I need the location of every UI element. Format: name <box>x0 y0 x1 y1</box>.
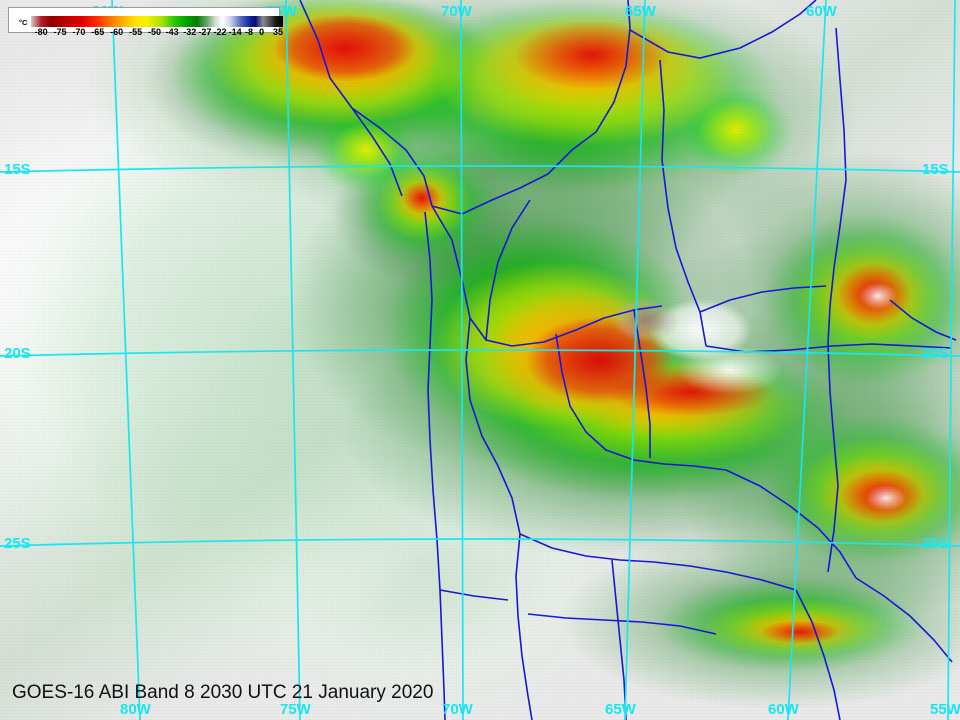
brazil-state-border-b <box>659 59 707 347</box>
brazil-paraguay-border <box>855 577 953 663</box>
brightness-temperature-colorbar[interactable]: °C -80 -75 -70 -65 -60 -55 -50 -43 -32 -27 -22 -14-… <box>8 7 283 37</box>
colorbar-tick-neg27: -27 <box>198 27 212 37</box>
parallel-25S <box>0 538 960 547</box>
bolivia-north-border <box>431 0 631 215</box>
meridian-55W <box>947 0 956 720</box>
lon-label-55W-bottom: 55W <box>930 701 960 718</box>
interior-line-b <box>485 199 531 341</box>
lon-label-60W-top: 60W <box>806 3 838 20</box>
argentina-province-border-c <box>527 613 717 635</box>
colorbar-tick-neg55: -55 <box>129 27 143 37</box>
lat-label-20S-right: 20S <box>922 345 949 362</box>
lon-label-70W-top: 70W <box>441 3 473 20</box>
colorbar-tick-35: 35 <box>272 27 283 37</box>
meridian-70W <box>460 0 464 720</box>
colorbar-tick-neg43: -43 <box>165 27 179 37</box>
lat-label-25S-left: 25S <box>4 535 31 552</box>
meridian-80W <box>111 0 141 720</box>
chile-coastline <box>424 211 446 720</box>
bolivia-paraguay-border <box>725 469 857 579</box>
brazil-state-border-d <box>827 27 847 345</box>
meridian-60W <box>787 0 827 720</box>
meridian-75W <box>285 0 301 720</box>
argentina-province-border-a <box>515 533 533 720</box>
colorbar-tick-neg22: -22 <box>213 27 227 37</box>
bolivia-argentina-border <box>519 533 797 591</box>
colorbar-tick-neg14: -14 <box>228 27 242 37</box>
brazil-state-border-e <box>827 343 839 573</box>
interior-line-d <box>439 589 509 601</box>
parallel-15S <box>0 165 960 173</box>
colorbar-gradient-strip <box>31 16 283 27</box>
colorbar-tick-neg60: -60 <box>110 27 124 37</box>
lon-label-60W-bottom: 60W <box>768 701 800 718</box>
lon-label-65W-bottom: 65W <box>605 701 637 718</box>
bolivia-dept-border-b <box>465 317 521 535</box>
lon-label-65W-top: 65W <box>625 3 657 20</box>
colorbar-tick-0: 0 <box>259 27 265 37</box>
interior-line-c <box>699 285 827 313</box>
argentina-province-border-b <box>611 559 627 720</box>
parallel-20S <box>0 349 960 357</box>
colorbar-tick-neg50: -50 <box>147 27 161 37</box>
brazil-state-border-a <box>629 0 817 59</box>
colorbar-unit-label: °C <box>19 18 28 27</box>
lon-label-75W-bottom: 75W <box>280 701 312 718</box>
colorbar-tick-neg70: -70 <box>72 27 86 37</box>
meridian-65W <box>624 0 646 720</box>
lat-label-15S-right: 15S <box>922 161 949 178</box>
colorbar-tick-neg75: -75 <box>53 27 67 37</box>
bolivia-dept-border-a <box>431 205 663 347</box>
lat-label-20S-left: 20S <box>4 345 31 362</box>
lon-label-70W-bottom: 70W <box>442 701 474 718</box>
colorbar-tick-neg32: -32 <box>183 27 197 37</box>
lat-label-25S-right: 25S <box>922 535 949 552</box>
lat-label-15S-left: 15S <box>4 161 31 178</box>
colorbar-tick-labels: -80 -75 -70 -65 -60 -55 -50 -43 -32 -27 -22 -14 -8 0 3… <box>31 27 283 39</box>
paraguay-border <box>795 589 841 720</box>
bolivia-dept-border-d <box>633 309 651 458</box>
interior-line-a <box>351 107 403 197</box>
colorbar-tick-neg8: -8 <box>244 27 253 37</box>
bolivia-dept-border-c <box>555 333 727 471</box>
image-caption: GOES-16 ABI Band 8 2030 UTC 21 January 2… <box>12 682 434 703</box>
colorbar-tick-neg65: -65 <box>91 27 105 37</box>
colorbar-tick-neg80: -80 <box>34 27 48 37</box>
lon-label-80W-bottom: 80W <box>120 701 152 718</box>
peru-bolivia-border <box>299 0 433 207</box>
interior-line-e <box>889 299 957 341</box>
